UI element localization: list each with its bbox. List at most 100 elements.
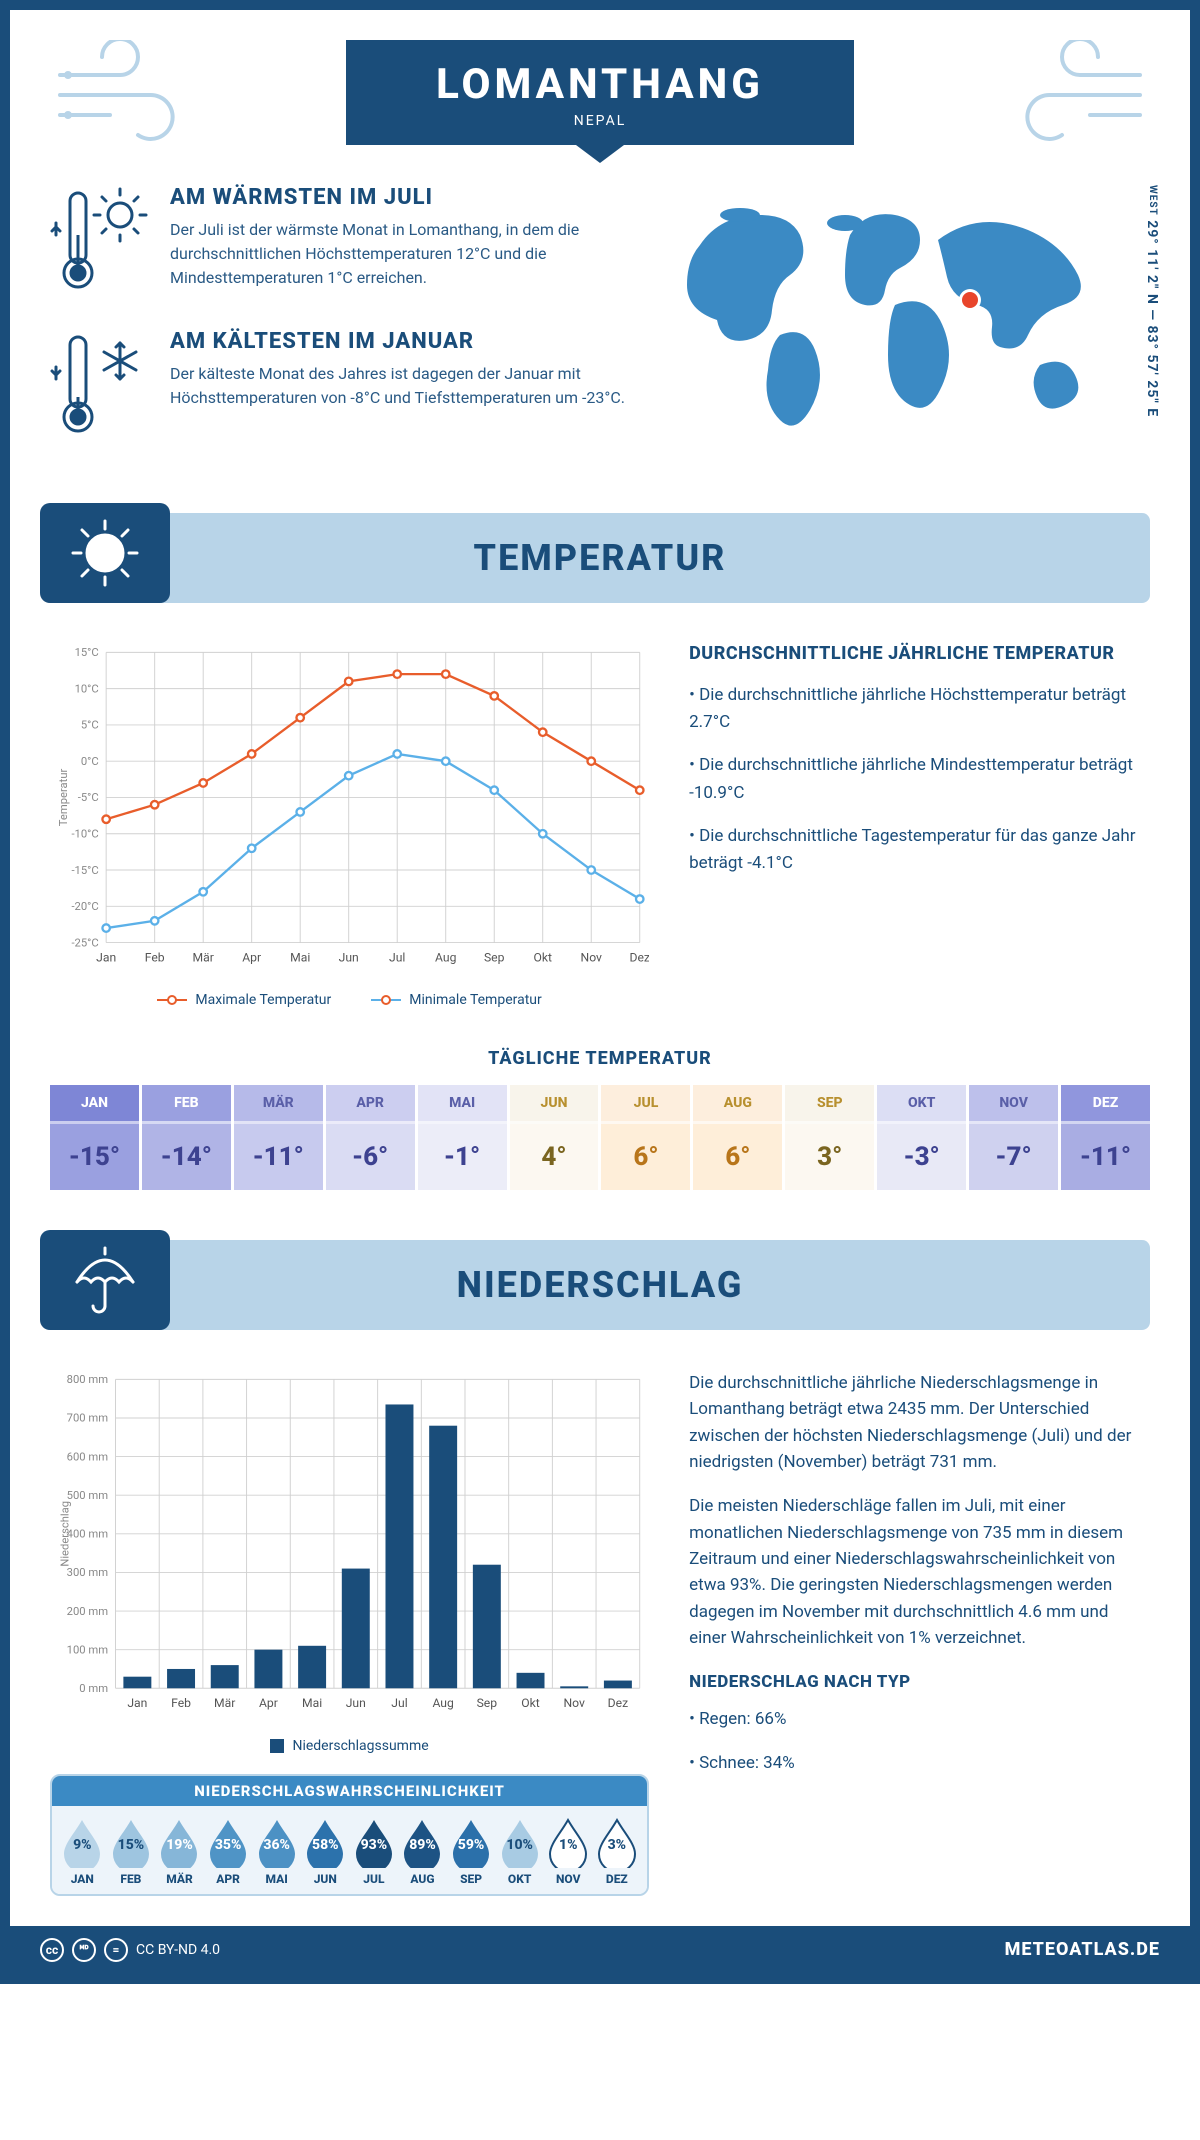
- precip-info: Die durchschnittliche jährliche Niedersc…: [689, 1370, 1150, 1794]
- svg-text:800 mm: 800 mm: [67, 1373, 109, 1386]
- svg-text:5°C: 5°C: [81, 719, 99, 732]
- daily-temp-table: JAN -15° FEB -14° MÄR -11° APR -6° MAI -…: [50, 1085, 1150, 1190]
- wind-icon: [50, 40, 190, 154]
- daily-temp-title: TÄGLICHE TEMPERATUR: [50, 1048, 1150, 1069]
- daily-col: JUL 6°: [601, 1085, 690, 1190]
- svg-text:Sep: Sep: [477, 1696, 498, 1710]
- coldest-fact: AM KÄLTESTEN IM JANUAR Der kälteste Mona…: [50, 329, 630, 443]
- daily-col: OKT -3°: [877, 1085, 966, 1190]
- svg-text:Apr: Apr: [259, 1696, 278, 1710]
- svg-text:Jul: Jul: [389, 950, 405, 964]
- svg-text:Aug: Aug: [432, 1696, 453, 1710]
- svg-text:Jan: Jan: [127, 1696, 147, 1710]
- thermometer-sun-icon: [50, 185, 150, 299]
- prob-cell: 9% JAN: [58, 1818, 107, 1886]
- svg-text:Dez: Dez: [630, 950, 650, 964]
- svg-text:Jul: Jul: [391, 1696, 407, 1710]
- svg-text:700 mm: 700 mm: [67, 1412, 109, 1425]
- umbrella-icon: [40, 1230, 170, 1330]
- page-frame: LOMANTHANG NEPAL: [0, 0, 1200, 1984]
- svg-text:Mai: Mai: [302, 1696, 322, 1710]
- temp-section-banner: TEMPERATUR: [50, 513, 1150, 603]
- daily-col: JAN -15°: [50, 1085, 139, 1190]
- prob-cell: 3% DEZ: [593, 1818, 642, 1886]
- svg-text:100 mm: 100 mm: [67, 1643, 109, 1656]
- daily-col: DEZ -11°: [1061, 1085, 1150, 1190]
- svg-text:Okt: Okt: [533, 950, 552, 964]
- daily-col: SEP 3°: [785, 1085, 874, 1190]
- daily-col: MAI -1°: [418, 1085, 507, 1190]
- prob-cell: 1% NOV: [544, 1818, 593, 1886]
- city-name: LOMANTHANG: [436, 60, 764, 109]
- svg-text:Mär: Mär: [193, 950, 214, 964]
- daily-col: NOV -7°: [969, 1085, 1058, 1190]
- daily-col: JUN 4°: [510, 1085, 599, 1190]
- coordinates: WEST 29° 11' 2" N — 83° 57' 25" E: [1144, 185, 1160, 417]
- svg-text:Mai: Mai: [290, 950, 310, 964]
- svg-text:Mär: Mär: [214, 1696, 235, 1710]
- prob-cell: 35% APR: [204, 1818, 253, 1886]
- temp-legend: .legend-swatch:nth-child(1)::after{borde…: [50, 992, 649, 1008]
- prob-cell: 89% AUG: [398, 1818, 447, 1886]
- daily-col: FEB -14°: [142, 1085, 231, 1190]
- nd-icon: =: [104, 1938, 128, 1962]
- svg-text:-15°C: -15°C: [71, 864, 98, 877]
- temperature-chart: -25°C-20°C-15°C-10°C-5°C0°C5°C10°C15°CJa…: [50, 643, 649, 1008]
- svg-text:Jan: Jan: [96, 950, 116, 964]
- svg-text:0 mm: 0 mm: [79, 1682, 108, 1695]
- precip-section-banner: NIEDERSCHLAG: [50, 1240, 1150, 1330]
- temp-info: DURCHSCHNITTLICHE JÄHRLICHE TEMPERATUR •…: [689, 643, 1150, 1008]
- svg-text:200 mm: 200 mm: [67, 1605, 109, 1618]
- svg-text:Okt: Okt: [521, 1696, 540, 1710]
- coldest-title: AM KÄLTESTEN IM JANUAR: [170, 329, 630, 354]
- prob-cell: 59% SEP: [447, 1818, 496, 1886]
- svg-text:Niederschlag: Niederschlag: [59, 1501, 72, 1567]
- warmest-fact: AM WÄRMSTEN IM JULI Der Juli ist der wär…: [50, 185, 630, 299]
- warmest-title: AM WÄRMSTEN IM JULI: [170, 185, 630, 210]
- svg-text:Aug: Aug: [435, 950, 456, 964]
- svg-text:-20°C: -20°C: [71, 900, 98, 913]
- svg-text:Feb: Feb: [171, 1696, 191, 1710]
- thermometer-snow-icon: [50, 329, 150, 443]
- title-banner: LOMANTHANG NEPAL: [346, 40, 854, 145]
- country-name: NEPAL: [436, 113, 764, 129]
- license: cc 🅫 = CC BY-ND 4.0: [40, 1938, 220, 1962]
- prob-cell: 10% OKT: [495, 1818, 544, 1886]
- prob-cell: 36% MAI: [252, 1818, 301, 1886]
- svg-text:10°C: 10°C: [75, 682, 99, 695]
- brand: METEOATLAS.DE: [1005, 1939, 1160, 1960]
- svg-text:0°C: 0°C: [81, 755, 99, 768]
- coldest-text: Der kälteste Monat des Jahres ist dagege…: [170, 362, 630, 410]
- svg-text:500 mm: 500 mm: [67, 1489, 109, 1502]
- precip-heading: NIEDERSCHLAG: [70, 1264, 1130, 1306]
- svg-text:Nov: Nov: [564, 1696, 586, 1710]
- by-icon: 🅫: [72, 1938, 96, 1962]
- svg-text:Jun: Jun: [339, 950, 359, 964]
- warmest-text: Der Juli ist der wärmste Monat in Lomant…: [170, 218, 630, 290]
- svg-text:Dez: Dez: [608, 1696, 628, 1710]
- daily-col: MÄR -11°: [234, 1085, 323, 1190]
- prob-cell: 93% JUL: [350, 1818, 399, 1886]
- svg-text:400 mm: 400 mm: [67, 1528, 109, 1541]
- intro-section: AM WÄRMSTEN IM JULI Der Juli ist der wär…: [50, 185, 1150, 473]
- svg-text:-25°C: -25°C: [71, 936, 98, 949]
- svg-text:Nov: Nov: [581, 950, 603, 964]
- svg-text:Temperatur: Temperatur: [57, 768, 70, 826]
- svg-text:Sep: Sep: [484, 950, 505, 964]
- sun-icon: [40, 503, 170, 603]
- footer: cc 🅫 = CC BY-ND 4.0 METEOATLAS.DE: [10, 1926, 1190, 1974]
- world-map-icon: [670, 185, 1150, 449]
- svg-text:300 mm: 300 mm: [67, 1566, 109, 1579]
- svg-text:Jun: Jun: [346, 1696, 366, 1710]
- precipitation-chart: 0 mm100 mm200 mm300 mm400 mm500 mm600 mm…: [50, 1370, 649, 1754]
- temp-heading: TEMPERATUR: [70, 537, 1130, 579]
- prob-cell: 15% FEB: [107, 1818, 156, 1886]
- svg-text:15°C: 15°C: [75, 646, 99, 659]
- header: LOMANTHANG NEPAL: [50, 40, 1150, 145]
- daily-col: AUG 6°: [693, 1085, 782, 1190]
- daily-col: APR -6°: [326, 1085, 415, 1190]
- svg-text:Apr: Apr: [242, 950, 261, 964]
- wind-icon: [1010, 40, 1150, 154]
- prob-cell: 58% JUN: [301, 1818, 350, 1886]
- cc-icon: cc: [40, 1938, 64, 1962]
